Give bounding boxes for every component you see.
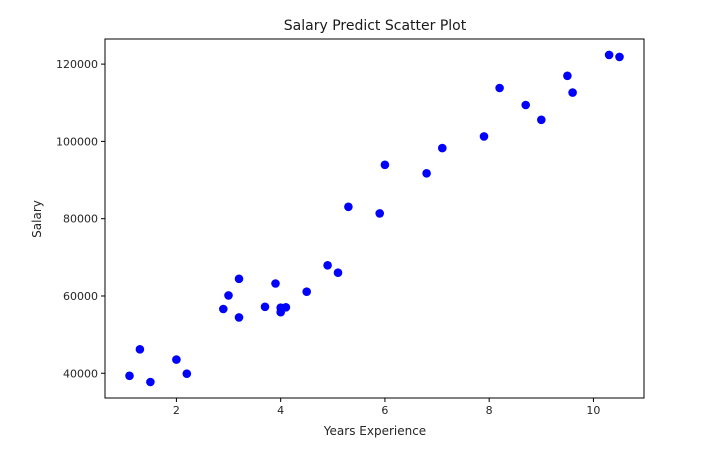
data-point [537,115,546,125]
data-point [146,377,155,387]
data-point [219,304,228,314]
y-axis-label: Salary [30,200,44,238]
data-point [479,132,489,141]
x-tick-label: 6 [381,404,388,417]
data-point [568,88,577,97]
y-tick-label: 120000 [56,58,98,71]
y-tick-label: 40000 [63,367,98,380]
data-point [333,268,343,278]
y-tick-label: 100000 [56,135,98,148]
data-point [172,355,181,364]
x-tick-label: 10 [586,404,600,417]
data-point [271,279,280,288]
data-point [422,169,431,178]
data-point [521,100,530,110]
x-tick-label: 2 [173,404,180,417]
data-point [234,313,244,322]
data-point [495,83,504,93]
data-point [260,302,270,312]
plot-area [104,38,645,399]
data-point [323,261,332,270]
data-point [281,303,291,312]
data-point [344,202,353,212]
data-point [224,291,233,300]
chart-title: Salary Predict Scatter Plot [284,18,467,34]
axis-ticks: 2 4 6 8 10 40000 60000 80000 100000 120000 [56,58,600,417]
x-tick-label: 8 [486,404,493,417]
data-point [302,287,312,297]
data-point [380,160,390,170]
y-tick-label: 80000 [63,213,98,226]
data-point [375,209,385,218]
data-point [615,52,624,62]
data-points [125,50,624,387]
x-tick-label: 4 [277,404,284,417]
data-point [182,369,192,379]
data-point [125,371,134,381]
data-point [563,71,572,81]
data-point [234,274,244,284]
data-point [604,50,614,60]
data-point [135,345,145,354]
data-point [438,143,447,153]
x-axis-label: Years Experience [323,424,426,438]
y-tick-label: 60000 [63,290,98,303]
